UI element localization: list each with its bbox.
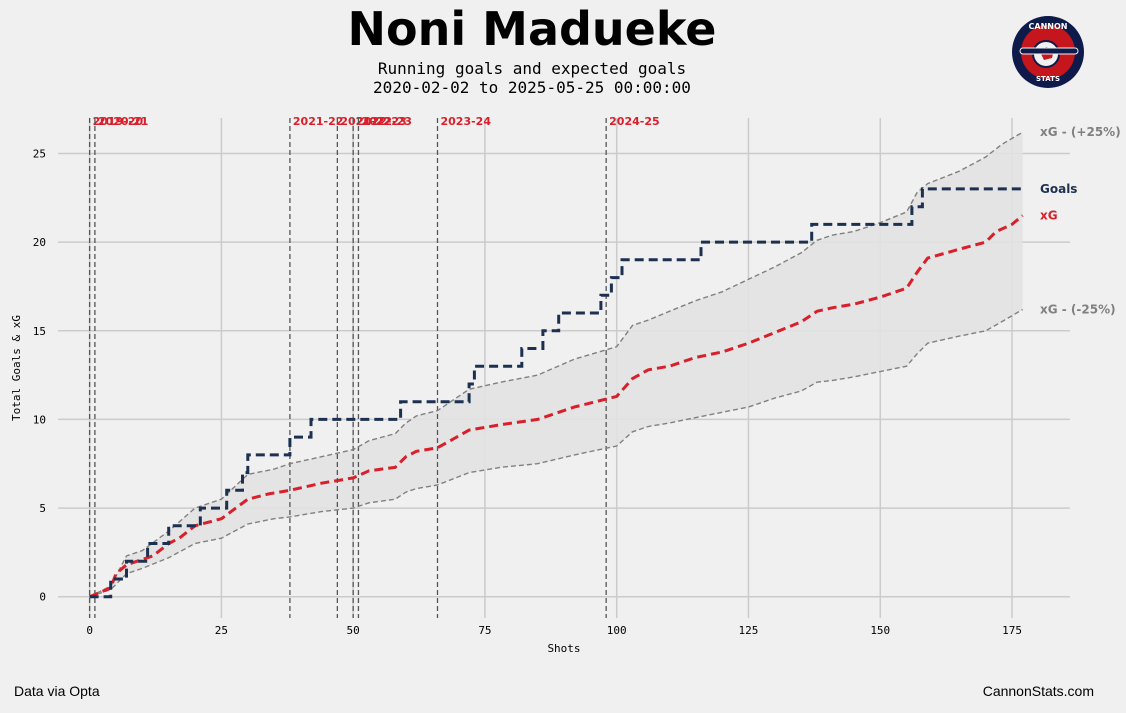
end-labels-layer: xG - (+25%) Goals xG xG - (-25%) [1040,125,1121,316]
axis-ticks-layer: 0 5 10 15 20 25 0 25 50 75 100 125 150 175 [33,147,1022,637]
x-tick-label: 125 [739,624,759,637]
y-tick-label: 20 [33,236,46,249]
x-axis-label: Shots [547,642,580,655]
chart-date-range: 2020-02-02 to 2025-05-25 00:00:00 [373,78,691,97]
season-label: 2019-20 [93,115,144,128]
logo-top-text: CANNON [1029,22,1068,31]
series-lines-layer [89,131,1024,599]
xg-line [89,214,1024,599]
logo-bottom-text: STATS [1036,75,1060,83]
xg-lower-end-label: xG - (-25%) [1040,302,1116,316]
season-label: 2022-23 [361,115,412,128]
season-label: 2021-22 [293,115,344,128]
chart-subtitle: Running goals and expected goals [377,59,687,78]
x-tick-label: 175 [1002,624,1022,637]
season-label: 2024-25 [609,115,660,128]
chart-title: Noni Madueke [347,2,717,56]
logo-cannon-barrel [1019,47,1079,55]
x-tick-label: 50 [347,624,360,637]
xg-end-label: xG [1040,209,1058,223]
goals-end-label: Goals [1040,182,1077,196]
y-tick-label: 25 [33,147,46,160]
y-axis-label: Total Goals & xG [10,315,23,421]
x-tick-label: 100 [607,624,627,637]
season-label: 2020-21 [98,115,149,128]
xg-band-layer [89,132,1023,597]
xg-range-band [89,132,1023,597]
season-label: 2022-23 [356,115,407,128]
x-tick-label: 0 [86,624,93,637]
x-tick-label: 75 [478,624,491,637]
site-credit: CannonStats.com [982,683,1094,699]
data-source-note: Data via Opta [14,683,100,699]
y-tick-label: 10 [33,413,46,426]
y-tick-label: 0 [39,591,46,604]
x-tick-label: 150 [870,624,890,637]
xg-lower-line [89,308,1023,598]
xg-upper-end-label: xG - (+25%) [1040,125,1121,139]
season-label: 2023-24 [441,115,492,128]
y-tick-label: 15 [33,325,46,338]
xg-upper-line [89,131,1023,598]
goals-line [89,187,1023,599]
cannon-stats-logo-icon: CANNON STATS [1012,16,1084,88]
x-tick-label: 25 [215,624,228,637]
y-tick-label: 5 [39,502,46,515]
